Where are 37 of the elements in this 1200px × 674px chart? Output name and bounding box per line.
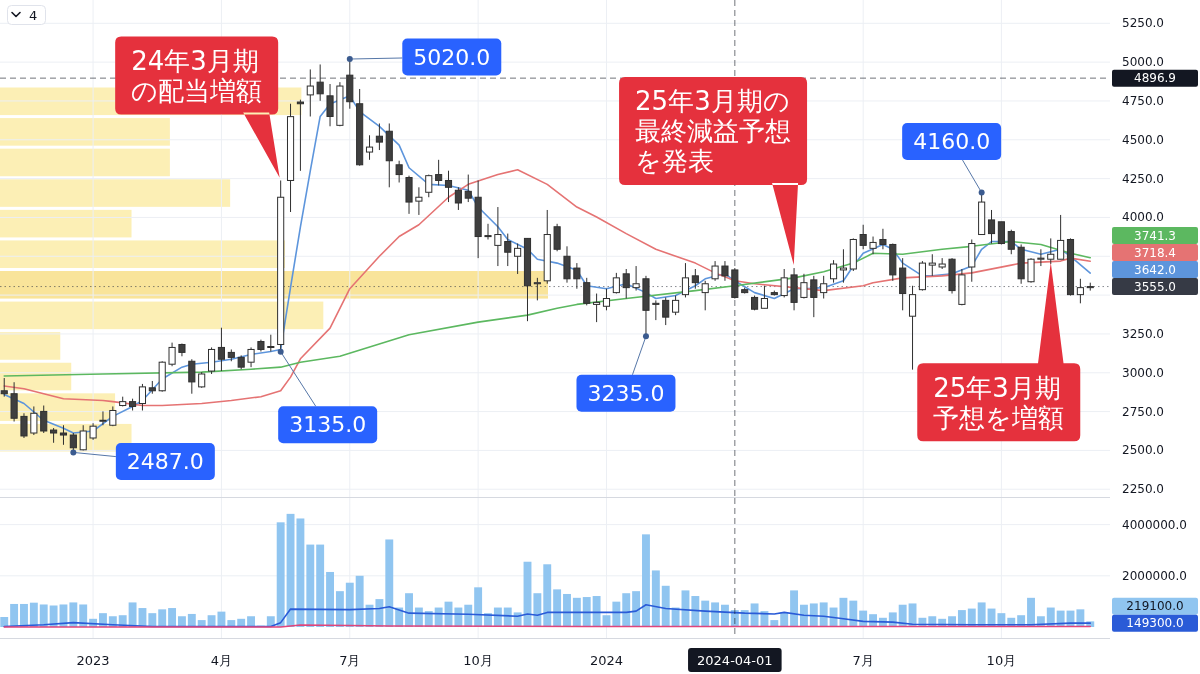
x-tick-label: 4月 <box>210 652 233 668</box>
y-tick-label: 4750.0 <box>1122 93 1164 108</box>
x-tick-label: 10月 <box>986 652 1017 668</box>
y-tick-label: 2500.0 <box>1122 443 1164 458</box>
text: 149300.0 <box>1126 616 1184 631</box>
ref-line-label: 3555.0 <box>1134 279 1176 294</box>
y-tick-label: 4000000.0 <box>1122 517 1187 532</box>
annotation: 24年3月期の配当増額 <box>131 45 263 106</box>
y-tick-label: 3250.0 <box>1122 326 1164 341</box>
x-tick-label: 2023 <box>76 652 110 668</box>
text: 3642.0 <box>1134 262 1176 277</box>
annotation: 3135.0 <box>289 412 367 438</box>
x-tick-label: 2024 <box>589 652 624 668</box>
annotation: 4 <box>29 7 38 23</box>
y-tick-label: 4000.0 <box>1122 210 1164 225</box>
y-tick-label: 5250.0 <box>1122 16 1164 31</box>
annotation: 25年3月期の最終減益予想を発表 <box>635 86 792 177</box>
ref-line-label: 4896.9 <box>1134 71 1176 86</box>
text: 3718.4 <box>1134 245 1176 260</box>
y-tick-label: 4500.0 <box>1122 132 1164 147</box>
x-tick-label: 7月 <box>852 652 874 668</box>
y-tick-label: 3000.0 <box>1122 365 1164 380</box>
x-tick-label: 7月 <box>339 652 361 668</box>
annotation: 2487.0 <box>126 448 204 474</box>
text: 3741.3 <box>1134 228 1176 243</box>
annotation: 5020.0 <box>413 44 491 70</box>
y-tick-label: 2250.0 <box>1122 482 1164 497</box>
text: 219100.0 <box>1126 599 1184 614</box>
annotation: 4160.0 <box>913 129 991 155</box>
ref-line-label: 2024-04-01 <box>697 652 773 668</box>
annotation: 3235.0 <box>587 380 665 406</box>
x-tick-label: 10月 <box>463 652 493 668</box>
y-tick-label: 4250.0 <box>1122 171 1164 186</box>
y-tick-label: 2000000.0 <box>1122 568 1187 583</box>
annotation: 25年3月期予想を増額 <box>933 372 1065 433</box>
y-tick-label: 5000.0 <box>1122 55 1164 70</box>
y-tick-label: 2750.0 <box>1122 404 1164 419</box>
